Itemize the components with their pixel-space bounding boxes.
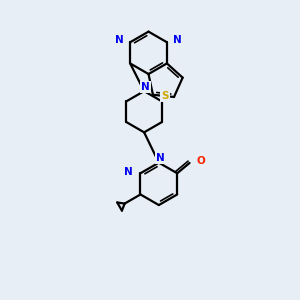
Text: N: N [156,153,165,163]
Text: N: N [115,35,124,45]
Text: N: N [141,82,150,92]
Text: N: N [173,35,182,45]
Text: S: S [161,91,169,101]
Text: N: N [124,167,133,177]
Text: O: O [196,156,205,166]
